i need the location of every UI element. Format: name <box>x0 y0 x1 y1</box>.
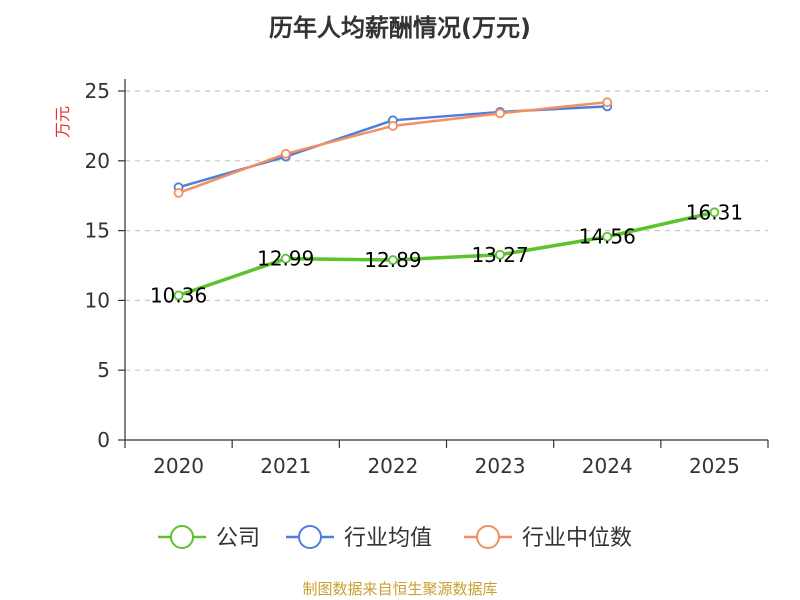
series-2-point-2022 <box>388 121 398 131</box>
series-2-point-2024 <box>602 97 613 108</box>
legend-label-0: 公司 <box>216 526 260 551</box>
legend: 公司 行业均值 行业中位数 <box>158 525 632 551</box>
legend-item-1: 行业均值 <box>286 525 432 551</box>
legend-label-2: 行业中位数 <box>522 526 632 551</box>
y-axis-label: 万元 <box>53 106 72 138</box>
x-tick-label-2023: 2023 <box>475 454 526 478</box>
legend-item-0: 公司 <box>158 525 260 551</box>
series-layer <box>173 97 720 301</box>
data-label-2022: 12.89 <box>364 248 421 272</box>
y-tick-label-20: 20 <box>85 149 110 173</box>
series-0-point-2020 <box>173 290 184 301</box>
legend-item-2: 行业中位数 <box>464 525 632 551</box>
y-tick-label-5: 5 <box>97 358 110 382</box>
series-2-point-2023 <box>495 108 505 119</box>
series-0-point-2021 <box>280 253 291 264</box>
x-tick-label-2024: 2024 <box>582 454 633 478</box>
chart-title: 历年人均薪酬情况(万元) <box>269 14 531 42</box>
y-tick-label-0: 0 <box>97 428 110 452</box>
legend-marker-1 <box>298 525 322 549</box>
data-label-2025: 16.31 <box>686 200 743 224</box>
legend-marker-0 <box>170 525 194 549</box>
data-label-2023: 13.27 <box>471 243 528 267</box>
source-note: 制图数据来自恒生聚源数据库 <box>302 580 497 598</box>
series-0-line <box>176 210 717 298</box>
x-tick-label-2025: 2025 <box>689 454 740 478</box>
x-tick-label-2020: 2020 <box>153 454 204 478</box>
series-0-point-2025 <box>709 207 720 218</box>
data-label-2024: 14.56 <box>579 225 636 249</box>
y-tick-label-25: 25 <box>85 79 110 103</box>
data-label-2021: 12.99 <box>257 247 314 271</box>
series-2-point-2021 <box>280 148 291 159</box>
x-tick-label-2021: 2021 <box>260 454 311 478</box>
series-0-point-2024 <box>602 231 613 242</box>
grid-lines <box>125 90 768 371</box>
series-0-point-2022 <box>388 255 398 265</box>
series-2-point-2020 <box>173 188 184 198</box>
y-tick-label-10: 10 <box>85 288 110 312</box>
data-label-2020: 10.36 <box>150 283 207 307</box>
legend-marker-2 <box>476 525 500 549</box>
y-tick-label-15: 15 <box>85 219 110 243</box>
legend-label-1: 行业均值 <box>344 526 432 551</box>
data-labels: 10.36 12.99 12.89 13.27 14.56 16.31 <box>150 200 743 307</box>
series-0-point-2023 <box>495 249 505 260</box>
x-tick-label-2022: 2022 <box>367 454 418 478</box>
